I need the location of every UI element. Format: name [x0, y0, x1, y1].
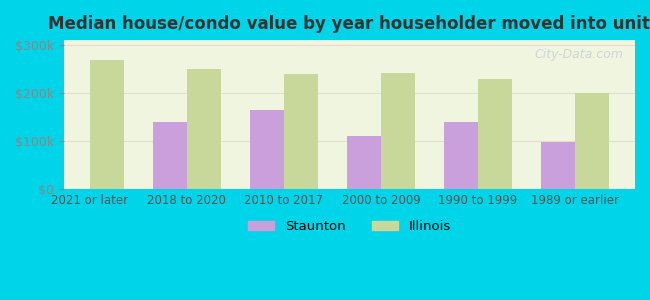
Bar	[444, 122, 478, 189]
Legend: Staunton, Illinois: Staunton, Illinois	[242, 215, 456, 239]
Text: City-Data.com: City-Data.com	[535, 47, 623, 61]
Bar	[347, 136, 381, 189]
Bar	[284, 74, 318, 189]
Bar	[478, 80, 512, 189]
Bar	[153, 122, 187, 189]
Bar	[90, 60, 124, 189]
Bar	[250, 110, 284, 189]
Bar	[575, 93, 609, 189]
Bar	[541, 142, 575, 189]
Bar	[381, 73, 415, 189]
Bar	[187, 69, 221, 189]
Title: Median house/condo value by year householder moved into unit: Median house/condo value by year househo…	[49, 15, 650, 33]
